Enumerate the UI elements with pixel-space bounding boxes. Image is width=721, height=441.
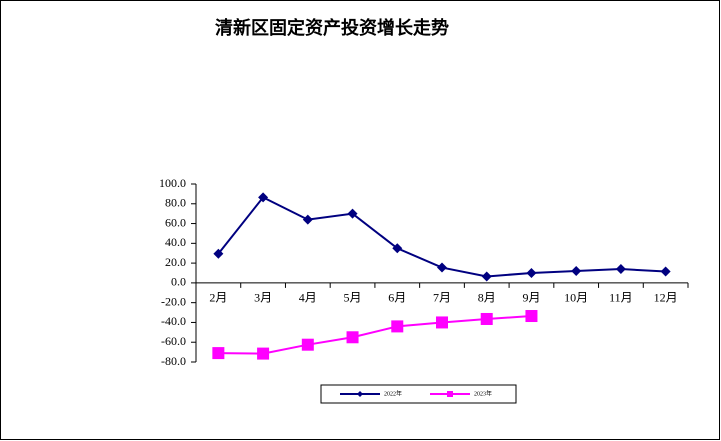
chart-title: 清新区固定资产投资增长走势 — [215, 17, 449, 38]
marker — [302, 214, 313, 225]
marker — [481, 271, 492, 282]
marker — [257, 347, 270, 360]
marker — [526, 268, 537, 278]
marker — [347, 208, 358, 219]
marker — [357, 391, 363, 397]
y-tick-label: 20.0 — [165, 255, 186, 269]
y-tick-label: 40.0 — [165, 235, 186, 249]
marker — [301, 338, 314, 351]
y-tick-label: -20.0 — [161, 294, 186, 308]
x-tick-label: 3月 — [254, 291, 272, 305]
marker — [447, 391, 453, 397]
x-tick-label: 2月 — [209, 291, 227, 305]
marker — [660, 266, 671, 277]
y-tick-label: -40.0 — [161, 314, 186, 328]
x-tick-label: 7月 — [433, 291, 451, 305]
marker — [258, 192, 269, 203]
x-tick-label: 4月 — [299, 291, 317, 305]
marker — [346, 331, 359, 344]
marker — [391, 320, 404, 333]
y-tick-label: 60.0 — [165, 215, 186, 229]
marker — [213, 248, 224, 259]
marker — [525, 310, 538, 323]
marker — [436, 316, 448, 329]
y-tick-label: 0.0 — [171, 275, 186, 289]
legend-box — [320, 384, 517, 404]
x-tick-label: 10月 — [564, 291, 588, 305]
x-tick-label: 8月 — [478, 291, 496, 305]
x-tick-label: 6月 — [388, 291, 406, 305]
y-tick-label: -80.0 — [161, 354, 186, 368]
marker — [392, 243, 403, 254]
x-tick-label: 12月 — [654, 291, 678, 305]
x-tick-label: 5月 — [344, 291, 362, 305]
x-tick-label: 9月 — [522, 291, 540, 305]
y-tick-label: 80.0 — [165, 196, 186, 210]
marker — [480, 312, 493, 325]
legend-label: 2023年 — [474, 389, 492, 397]
series-line — [218, 315, 532, 355]
legend-label: 2022年 — [384, 389, 402, 397]
marker — [437, 262, 447, 273]
y-tick-label: -60.0 — [161, 334, 186, 348]
y-tick-label: 100.0 — [159, 176, 186, 190]
x-tick-label: 11月 — [609, 291, 633, 305]
marker — [571, 266, 582, 277]
marker — [615, 264, 626, 275]
marker — [212, 347, 225, 360]
